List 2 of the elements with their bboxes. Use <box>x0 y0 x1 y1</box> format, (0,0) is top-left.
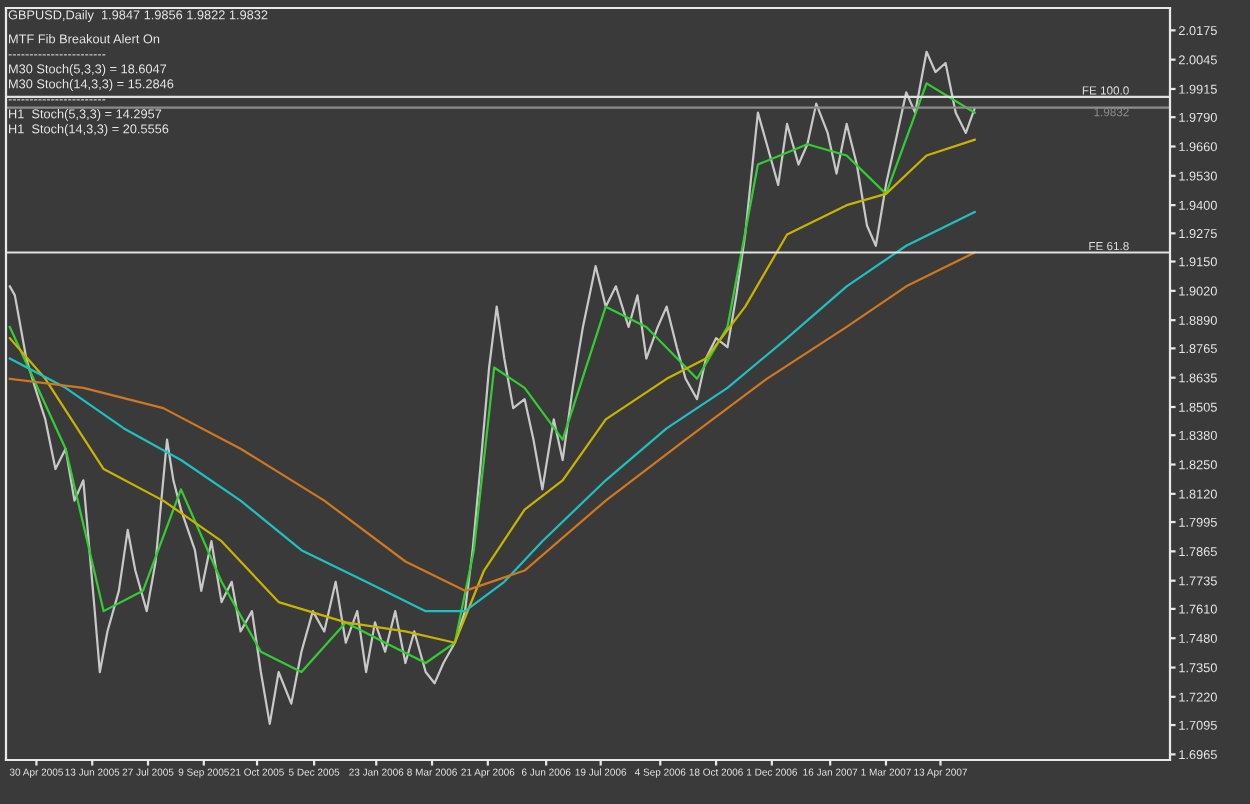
line-series <box>8 251 976 592</box>
line-series <box>8 210 976 613</box>
